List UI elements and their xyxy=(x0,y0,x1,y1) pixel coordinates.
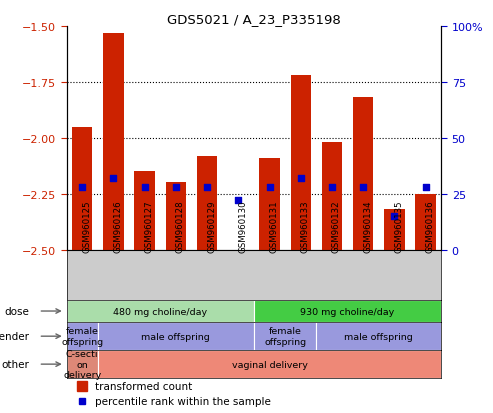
Bar xyxy=(197,156,217,250)
Text: GSM960131: GSM960131 xyxy=(270,200,279,252)
Text: GSM960136: GSM960136 xyxy=(425,200,435,252)
Bar xyxy=(135,172,155,250)
Text: dose: dose xyxy=(4,306,29,316)
Text: male offspring: male offspring xyxy=(141,332,210,341)
Bar xyxy=(254,300,441,323)
Bar xyxy=(322,143,342,250)
Text: GSM960130: GSM960130 xyxy=(238,200,247,252)
Point xyxy=(390,213,398,220)
Point xyxy=(422,184,429,191)
Point xyxy=(203,184,211,191)
Point xyxy=(234,197,242,204)
Text: GSM960125: GSM960125 xyxy=(82,200,91,252)
Point xyxy=(359,184,367,191)
Text: GSM960133: GSM960133 xyxy=(301,200,310,252)
Bar xyxy=(67,300,254,323)
Text: female
offspring: female offspring xyxy=(61,327,103,346)
Bar xyxy=(166,183,186,250)
Text: transformed count: transformed count xyxy=(95,381,192,391)
Text: GSM960127: GSM960127 xyxy=(144,200,154,252)
Bar xyxy=(254,323,317,350)
Bar xyxy=(103,33,124,250)
Bar xyxy=(353,98,373,250)
Text: GSM960135: GSM960135 xyxy=(394,200,403,252)
Point xyxy=(266,184,274,191)
Bar xyxy=(384,210,405,250)
Text: GSM960132: GSM960132 xyxy=(332,200,341,252)
Text: GSM960128: GSM960128 xyxy=(176,200,185,252)
Text: GSM960126: GSM960126 xyxy=(113,200,122,252)
Point xyxy=(141,184,148,191)
Text: other: other xyxy=(1,359,29,369)
Point xyxy=(78,184,86,191)
Bar xyxy=(416,194,436,250)
Point xyxy=(172,184,180,191)
Text: GSM960134: GSM960134 xyxy=(363,200,372,252)
Point xyxy=(297,175,305,182)
Text: male offspring: male offspring xyxy=(345,332,413,341)
Text: C-secti
on
delivery: C-secti on delivery xyxy=(63,349,101,379)
Bar xyxy=(259,159,280,250)
Text: GSM960129: GSM960129 xyxy=(207,200,216,252)
Text: percentile rank within the sample: percentile rank within the sample xyxy=(95,396,271,406)
Bar xyxy=(290,76,311,250)
Text: female
offspring: female offspring xyxy=(264,327,306,346)
Text: vaginal delivery: vaginal delivery xyxy=(232,360,308,369)
Bar xyxy=(67,350,98,378)
Title: GDS5021 / A_23_P335198: GDS5021 / A_23_P335198 xyxy=(167,13,341,26)
Point xyxy=(328,184,336,191)
Point xyxy=(109,175,117,182)
Text: gender: gender xyxy=(0,331,29,342)
Bar xyxy=(317,323,441,350)
Text: 480 mg choline/day: 480 mg choline/day xyxy=(113,307,207,316)
Bar xyxy=(98,323,254,350)
Bar xyxy=(67,323,98,350)
Bar xyxy=(72,127,92,250)
Text: 930 mg choline/day: 930 mg choline/day xyxy=(300,307,395,316)
